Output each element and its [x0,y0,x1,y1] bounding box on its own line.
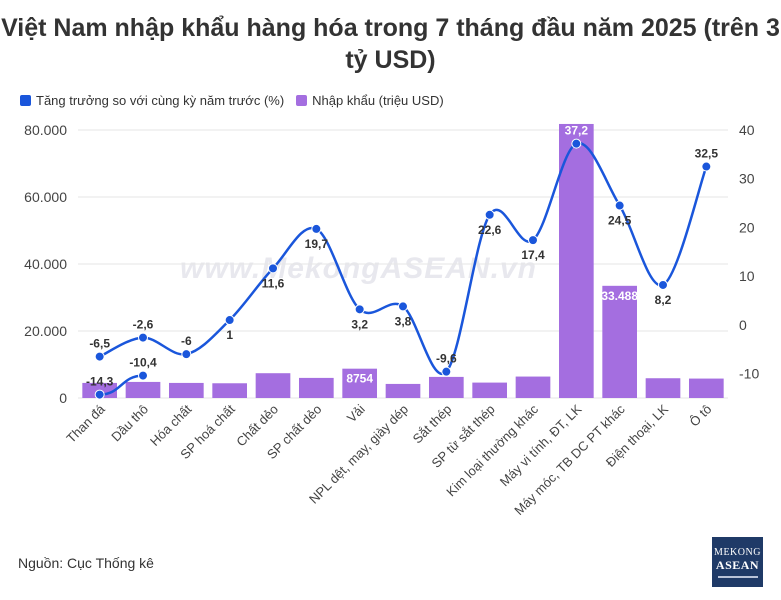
bar [169,382,204,398]
growth-data-label-extra: -14,3 [86,375,114,389]
growth-point-extra [138,370,148,381]
x-tick-label: Máy vi tính, ĐT, LK [497,401,585,489]
y-right-tick-label: -10 [739,366,759,382]
x-tick-label: Ô tô [686,402,714,430]
y-right-tick-label: 20 [739,219,755,235]
growth-point [224,315,235,326]
y-left-tick-label: 80.000 [24,122,67,138]
bar-data-label: 33.488 [601,289,638,303]
y-right-tick-label: 0 [739,317,747,333]
bar [602,285,637,398]
y-left-tick-label: 20.000 [24,323,67,339]
growth-point [701,161,712,172]
growth-data-label: -6 [181,334,192,348]
growth-point [571,138,582,149]
source-note: Nguồn: Cục Thống kê [18,555,154,571]
legend-label-growth: Tăng trưởng so với cùng kỳ năm trước (%) [36,93,285,108]
y-left-tick-label: 60.000 [24,189,67,205]
y-right-tick-label: 40 [739,122,755,138]
growth-data-label: -6,5 [89,337,110,351]
growth-point [311,223,322,234]
growth-data-label: 11,6 [262,276,285,290]
growth-data-label: -2,6 [133,318,154,332]
growth-point [181,349,192,360]
bar [472,382,507,398]
growth-point [398,301,408,312]
legend-swatch-growth [20,95,31,106]
growth-data-label: 24,5 [608,214,632,228]
legend-item-import: Nhập khẩu (triệu USD) [296,93,444,108]
growth-data-label: 3,2 [351,317,368,331]
y-right-tick-label: 10 [739,268,755,284]
growth-data-label: 32,5 [695,147,719,161]
legend-item-growth: Tăng trưởng so với cùng kỳ năm trước (%) [20,93,284,108]
growth-point [528,235,538,246]
growth-point [441,366,452,377]
y-right-tick-label: 30 [739,171,755,187]
growth-data-label: 8,2 [655,293,672,307]
bar [299,377,334,398]
growth-data-label: -9,6 [436,352,457,366]
growth-data-label: 22,6 [478,223,502,237]
chart-title: Việt Nam nhập khẩu hàng hóa trong 7 thán… [1,14,780,74]
growth-point [484,209,495,220]
growth-point [94,351,105,362]
growth-point [614,200,625,211]
growth-point-extra [94,389,105,400]
growth-point [268,263,278,274]
bar [689,378,724,398]
growth-data-label: 19,7 [305,237,329,251]
y-left-tick-label: 0 [59,390,67,406]
x-tick-label: Than đá [63,401,108,446]
growth-point [658,279,668,290]
bar [429,376,464,398]
y-left-tick-label: 40.000 [24,256,67,272]
logo-text-bottom: ASEAN [715,557,760,572]
growth-data-label: 37,2 [565,124,589,138]
bar [645,378,681,398]
x-tick-label: Vải [344,401,368,425]
growth-data-label: 1 [226,328,233,342]
bar [125,381,161,398]
logo-rule [717,575,758,578]
x-tick-label: Dầu thô [108,402,151,445]
growth-data-label: 17,4 [521,248,545,262]
logo-text-top: MEKONG [714,546,761,558]
bar [559,123,594,398]
bar [385,383,421,398]
bar [342,368,377,398]
legend-label-import: Nhập khẩu (triệu USD) [312,93,444,108]
growth-data-label: 3,8 [395,314,412,328]
bar [212,383,247,398]
growth-point [138,332,148,343]
bar-data-label: 8754 [346,372,373,386]
growth-point [354,304,365,315]
legend-swatch-import [296,95,308,106]
growth-data-label-extra: -10,4 [129,356,157,370]
bar [515,376,551,398]
bar [255,373,291,398]
mekong-asean-logo: MEKONG ASEAN [712,537,763,587]
chart-svg: 0 20.000 40.000 60.000 80.000 -10 0 10 20 30 40 875… [24,122,759,518]
legend: Tăng trưởng so với cùng kỳ năm trước (%)… [20,93,456,108]
